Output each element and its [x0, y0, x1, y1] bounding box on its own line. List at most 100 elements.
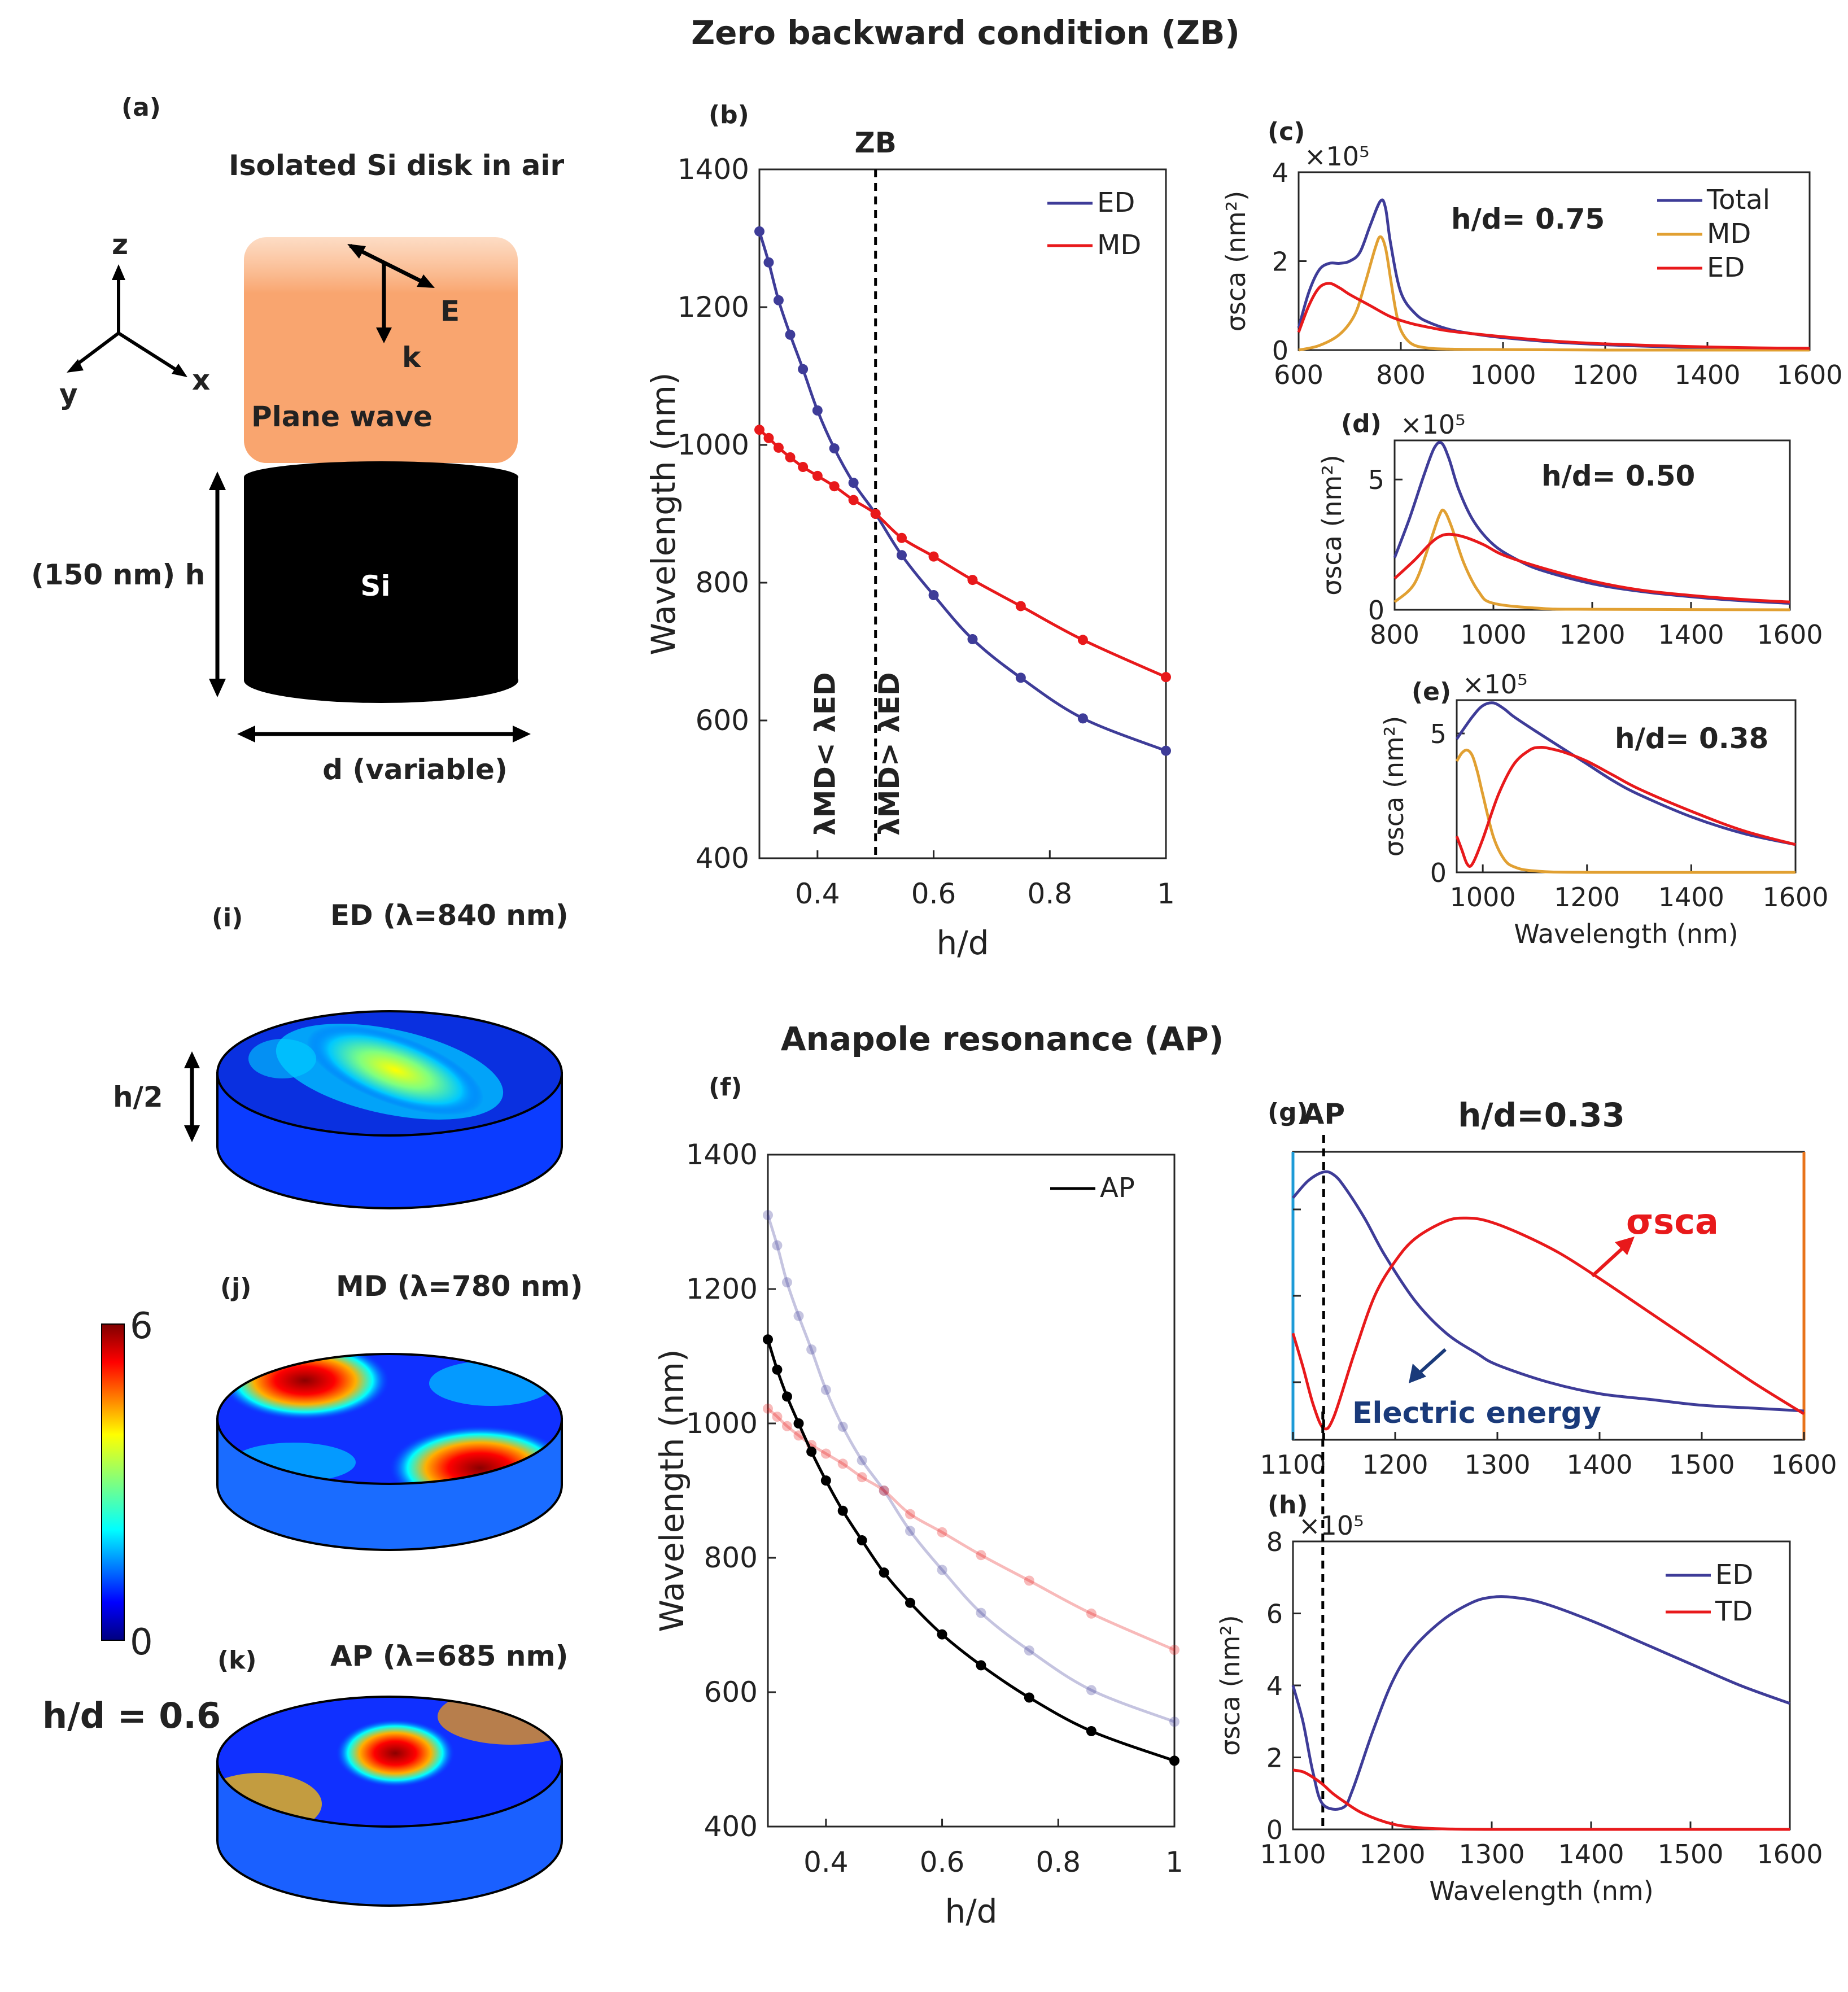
- x-tick-label-d: 1600: [1757, 619, 1823, 650]
- legend-label-c: Total: [1706, 184, 1770, 216]
- x-tick-label-d: 800: [1370, 619, 1419, 650]
- data-point-f-md: [1024, 1575, 1034, 1586]
- panel-label-b: (b): [709, 101, 749, 129]
- panel-i-title: ED (λ=840 nm): [330, 899, 569, 932]
- x-tick-label-g: 1600: [1771, 1449, 1837, 1480]
- data-point-f-ed: [857, 1455, 867, 1466]
- sigma-arrow-icon: [1591, 1243, 1628, 1278]
- field-map-ap: [216, 1696, 563, 1907]
- axis-x-label: x: [192, 364, 210, 396]
- si-disk: [244, 461, 518, 703]
- data-point-f-ap: [781, 1391, 792, 1402]
- data-point-f-ed: [1024, 1645, 1034, 1656]
- y-tick-label-h: 2: [1266, 1743, 1283, 1773]
- y-tick-label-f: 600: [704, 1676, 758, 1709]
- data-point-f-ed: [806, 1344, 817, 1355]
- panel-label-g: (g): [1268, 1098, 1308, 1127]
- x-tick-label-h: 1200: [1359, 1839, 1425, 1869]
- data-point-f-md: [837, 1458, 848, 1469]
- panel-label-d: (d): [1341, 409, 1382, 438]
- series-line-d-md: [1393, 508, 1790, 611]
- data-point-b-md: [1015, 601, 1026, 611]
- data-point-b-ed: [1015, 672, 1026, 683]
- data-point-b-md: [763, 433, 774, 443]
- x-axis-label-f: h/d: [945, 1892, 997, 1930]
- series-line-c-md: [1298, 235, 1810, 352]
- data-point-f-ed: [820, 1384, 831, 1395]
- x-tick-label-h: 1300: [1458, 1839, 1524, 1869]
- si-label: Si: [360, 570, 390, 602]
- x-tick-label-d: 1000: [1460, 619, 1526, 650]
- data-point-b-ed: [928, 589, 939, 600]
- chart-b: (b)0.4 0.6 0.8 1400600800100012001400h/dWav…: [644, 101, 1175, 962]
- x-axis-label-e: Wavelength (nm): [1514, 919, 1738, 949]
- data-point-b-ed: [829, 443, 840, 454]
- region-right-label: λMD> λED: [873, 672, 906, 836]
- x-tick-label-h: 1100: [1260, 1839, 1326, 1869]
- x-tick-label-b: 0.8: [1028, 877, 1073, 910]
- data-point-b-ed: [1161, 745, 1171, 756]
- data-point-f-md: [763, 1403, 773, 1414]
- region-left-label: λMD< λED: [809, 672, 842, 836]
- y-tick-label-h: 8: [1266, 1527, 1283, 1557]
- series-line-d-ed: [1393, 532, 1790, 604]
- y-tick-label-h: 0: [1266, 1815, 1283, 1845]
- electric-energy-label: Electric energy: [1352, 1396, 1601, 1430]
- y-tick-label-f: 1400: [686, 1138, 758, 1171]
- data-point-f-ap: [772, 1364, 783, 1375]
- data-point-b-md: [754, 425, 764, 435]
- panel-label-e: (e): [1412, 678, 1451, 706]
- y-tick-label-b: 1200: [678, 291, 749, 324]
- legend-label-h: ED: [1715, 1559, 1753, 1591]
- data-point-b-md: [829, 481, 840, 492]
- data-point-f-ed: [793, 1310, 804, 1321]
- x-tick-label-b: 0.6: [911, 877, 956, 910]
- panel-a: (a) Isolated Si disk in air z y x E k Pl…: [31, 93, 565, 786]
- legend-label-b: MD: [1097, 229, 1141, 261]
- legend-label-b: ED: [1097, 187, 1135, 219]
- data-point-f-ap: [763, 1334, 773, 1345]
- field-map-md: [216, 1353, 563, 1551]
- y-tick-label-f: 1200: [686, 1273, 758, 1305]
- data-point-f-ap: [976, 1660, 986, 1671]
- series-line-f-md: [767, 1407, 1176, 1652]
- data-point-f-md: [781, 1421, 792, 1431]
- half-height-arrow-icon: [184, 1051, 200, 1142]
- data-point-f-ap: [879, 1567, 889, 1578]
- data-point-f-md: [772, 1412, 783, 1422]
- x-tick-label-f: 0.6: [920, 1846, 965, 1879]
- data-point-f-ap: [905, 1597, 915, 1608]
- y-tick-label-d: 5: [1368, 465, 1384, 495]
- x-tick-label-h: 1500: [1657, 1839, 1723, 1869]
- y-tick-label-b: 400: [696, 842, 749, 875]
- legend-label-h: TD: [1715, 1596, 1753, 1627]
- y-tick-label-b: 1400: [678, 153, 749, 186]
- data-point-f-ap: [837, 1505, 848, 1516]
- data-point-f-md: [793, 1430, 804, 1441]
- colorbar: [101, 1323, 125, 1641]
- colorbar-max-label: 6: [130, 1305, 153, 1347]
- sigma-arrowhead-icon: [1615, 1237, 1635, 1255]
- series-line-h-td: [1292, 1768, 1790, 1831]
- data-point-b-md: [773, 442, 784, 453]
- data-point-f-ap: [857, 1535, 867, 1546]
- data-point-f-md: [820, 1448, 831, 1459]
- data-point-f-md: [879, 1486, 889, 1496]
- energy-arrow-icon: [1416, 1348, 1447, 1377]
- panel-a-title: Isolated Si disk in air: [229, 149, 565, 182]
- y-tick-label-d: 0: [1368, 595, 1384, 626]
- y-tick-label-b: 1000: [678, 429, 749, 461]
- exponent-label-h: ×10⁵: [1299, 1510, 1364, 1541]
- data-point-f-md: [1169, 1645, 1179, 1655]
- data-point-b-ed: [812, 405, 823, 416]
- data-point-b-md: [798, 462, 809, 473]
- y-tick-label-f: 400: [704, 1810, 758, 1843]
- data-point-b-md: [848, 495, 859, 505]
- data-point-f-md: [857, 1472, 867, 1483]
- data-point-b-ed: [773, 295, 784, 305]
- y-axis-label-d: σsca (nm²): [1317, 455, 1347, 596]
- e-field-label: E: [440, 295, 460, 327]
- data-point-f-ap: [1086, 1726, 1096, 1737]
- y-tick-label-b: 600: [696, 704, 749, 737]
